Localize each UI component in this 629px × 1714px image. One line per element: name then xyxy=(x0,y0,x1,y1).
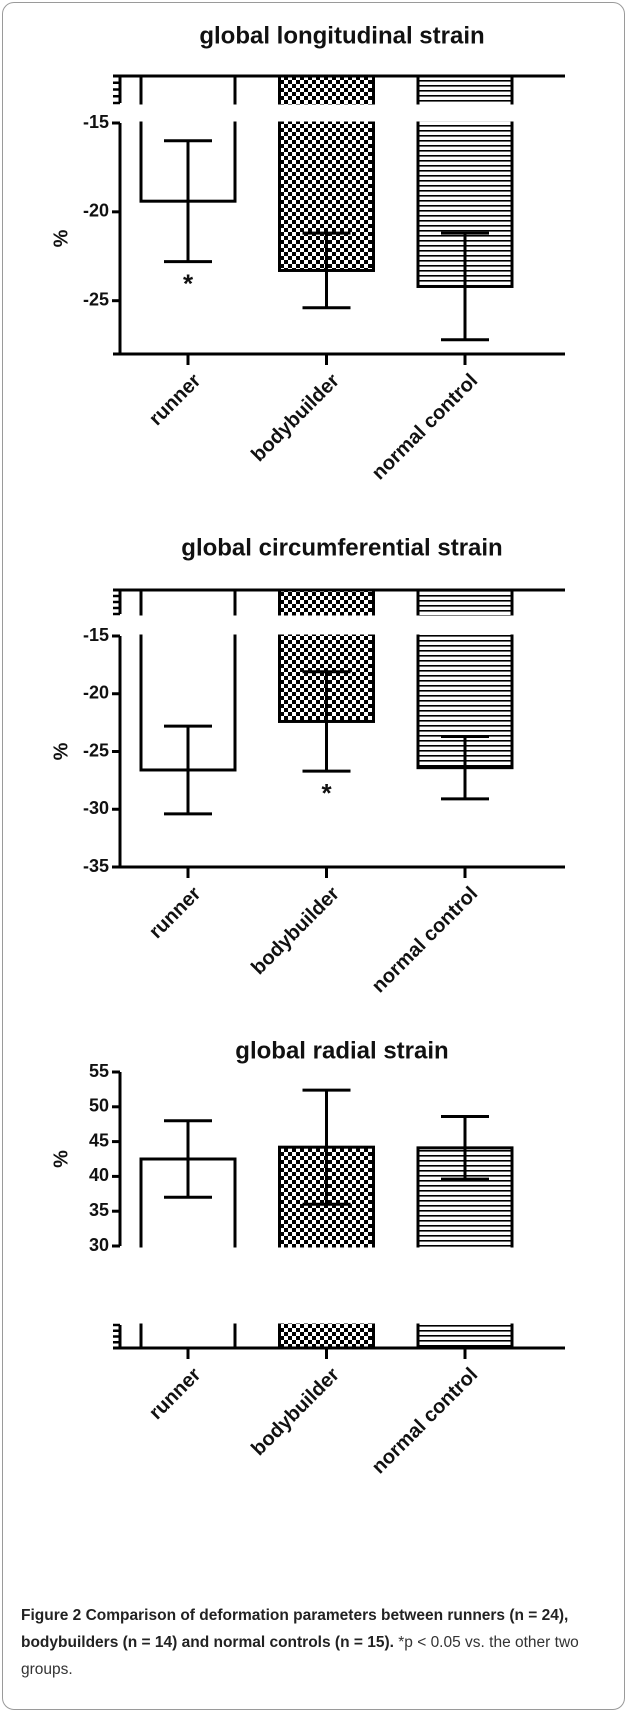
x-tick-label: bodybuilder xyxy=(247,1364,344,1461)
y-tick-label: -35 xyxy=(83,856,109,876)
y-tick-label: -25 xyxy=(83,740,109,760)
y-tick-label: -20 xyxy=(83,201,109,221)
axis-break xyxy=(108,615,573,635)
y-tick-label: -30 xyxy=(83,798,109,818)
y-tick-label: 55 xyxy=(89,1061,109,1081)
x-tick-label: normal control xyxy=(368,370,483,485)
y-tick-label: -15 xyxy=(83,112,109,132)
x-tick-label: runner xyxy=(145,1364,205,1424)
x-tick-label: bodybuilder xyxy=(247,883,344,980)
chart-title: global circumferential strain xyxy=(181,534,502,561)
chart-title: global longitudinal strain xyxy=(199,22,484,49)
axis-break xyxy=(108,104,573,122)
x-tick-label: runner xyxy=(145,883,205,943)
x-tick-label: runner xyxy=(145,370,205,430)
significance-mark: * xyxy=(321,778,332,808)
x-tick-label: normal control xyxy=(368,883,483,998)
significance-mark: * xyxy=(183,268,194,298)
y-tick-label: -20 xyxy=(83,683,109,703)
figure-caption: Figure 2 Comparison of deformation param… xyxy=(21,1602,611,1683)
y-tick-label: 35 xyxy=(89,1200,109,1220)
y-axis-label: % xyxy=(50,1150,72,1168)
error-bar xyxy=(441,1115,489,1181)
error-bar xyxy=(302,670,351,773)
y-tick-label: 30 xyxy=(89,1235,109,1255)
chart-title: global radial strain xyxy=(235,1037,448,1064)
error-bar xyxy=(164,139,212,264)
axis-break xyxy=(108,1247,573,1324)
caption-label: Figure 2 xyxy=(21,1607,82,1624)
error-bar xyxy=(302,1088,351,1206)
error-bar xyxy=(441,231,489,342)
y-tick-label: 50 xyxy=(89,1096,109,1116)
error-bar xyxy=(164,1119,212,1199)
y-tick-label: 40 xyxy=(89,1165,109,1185)
error-bar xyxy=(302,231,351,310)
caption-title: Comparison of deformation parameters bet… xyxy=(21,1607,569,1651)
y-tick-label: -25 xyxy=(83,289,109,309)
error-bar xyxy=(164,724,212,816)
y-tick-label: -15 xyxy=(83,625,109,645)
error-bar xyxy=(441,734,489,801)
y-axis-label: % xyxy=(50,229,72,247)
y-axis-label: % xyxy=(50,742,72,760)
caption-text: *p < 0.05 vs. the other two groups. xyxy=(21,1634,579,1678)
x-tick-label: bodybuilder xyxy=(247,370,344,467)
chart: global longitudinal strain% -15 -20 -25 runn… xyxy=(50,22,573,1479)
y-tick-label: 45 xyxy=(89,1130,109,1150)
x-tick-label: normal control xyxy=(368,1364,483,1479)
